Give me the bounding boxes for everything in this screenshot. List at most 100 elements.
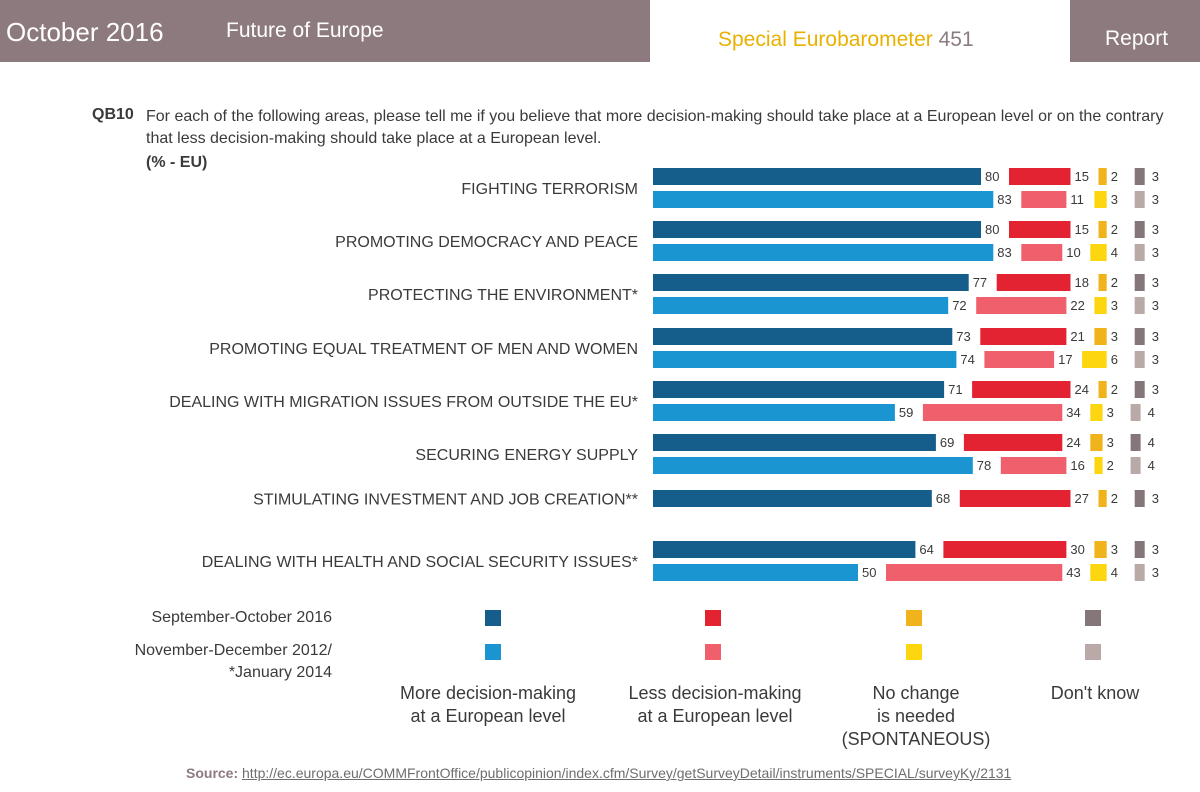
legend-label-nochange: No change is needed (SPONTANEOUS) [826, 682, 1006, 751]
value-label-dontknow-2016-promoting-democracy-and-peace: 3 [1152, 222, 1159, 237]
bar-nochange-2016-promoting-democracy-and-peace [1098, 221, 1107, 238]
bar-dontknow-2016-dealing-with-migration-issues-from-outside-the-eu [1134, 381, 1145, 398]
bar-more-2016-promoting-democracy-and-peace [653, 221, 981, 238]
value-label-dontknow-previous-promoting-equal-treatment-of-men-and-women: 3 [1152, 352, 1159, 367]
legend-swatch-less-2016 [705, 610, 721, 626]
value-label-more-2016-securing-energy-supply: 69 [940, 435, 954, 450]
value-label-more-2016-fighting-terrorism: 80 [985, 169, 999, 184]
value-label-nochange-previous-promoting-equal-treatment-of-men-and-women: 6 [1111, 352, 1118, 367]
legend-period-previous: November-December 2012/ *January 2014 [60, 640, 332, 684]
value-label-more-previous-promoting-democracy-and-peace: 83 [997, 245, 1011, 260]
legend-swatch-more-2016 [485, 610, 501, 626]
value-label-less-2016-promoting-democracy-and-peace: 15 [1075, 222, 1089, 237]
bar-more-2016-dealing-with-migration-issues-from-outside-the-eu [653, 381, 945, 398]
question-code: QB10 [92, 106, 134, 123]
bar-less-previous-promoting-equal-treatment-of-men-and-women [984, 351, 1055, 368]
value-label-dontknow-previous-dealing-with-migration-issues-from-outside-the-eu: 4 [1148, 405, 1155, 420]
legend-label-more: More decision-making at a European level [378, 682, 598, 728]
bar-nochange-2016-securing-energy-supply [1090, 434, 1103, 451]
bar-nochange-2016-dealing-with-health-and-social-security-issues [1094, 541, 1107, 558]
bar-less-2016-promoting-democracy-and-peace [1009, 221, 1071, 238]
bar-nochange-previous-promoting-equal-treatment-of-men-and-women [1082, 351, 1107, 368]
value-label-dontknow-previous-fighting-terrorism: 3 [1152, 192, 1159, 207]
bar-more-previous-dealing-with-migration-issues-from-outside-the-eu [653, 404, 895, 421]
value-label-less-previous-fighting-terrorism: 11 [1070, 192, 1084, 207]
value-label-less-2016-dealing-with-migration-issues-from-outside-the-eu: 24 [1075, 382, 1089, 397]
value-label-less-2016-stimulating-investment-and-job-creation: 27 [1075, 491, 1089, 506]
category-label-dealing-with-health-and-social-security-issues: DEALING WITH HEALTH AND SOCIAL SECURITY … [202, 554, 638, 571]
bar-more-previous-dealing-with-health-and-social-security-issues [653, 564, 858, 581]
bar-nochange-2016-protecting-the-environment [1098, 274, 1107, 291]
report-topic: Future of Europe [226, 19, 384, 42]
bar-nochange-previous-promoting-democracy-and-peace [1090, 244, 1107, 261]
value-label-nochange-previous-dealing-with-health-and-social-security-issues: 4 [1111, 565, 1118, 580]
value-label-dontknow-previous-dealing-with-health-and-social-security-issues: 3 [1152, 565, 1159, 580]
bar-dontknow-previous-promoting-equal-treatment-of-men-and-women [1134, 351, 1145, 368]
value-label-nochange-2016-dealing-with-health-and-social-security-issues: 3 [1111, 542, 1118, 557]
bar-dontknow-2016-promoting-equal-treatment-of-men-and-women [1134, 328, 1145, 345]
bar-less-previous-promoting-democracy-and-peace [1021, 244, 1063, 261]
header-band: October 2016 Future of Europe Special Eu… [0, 0, 1200, 62]
value-label-dontknow-previous-protecting-the-environment: 3 [1152, 298, 1159, 313]
value-label-nochange-previous-protecting-the-environment: 3 [1111, 298, 1118, 313]
bar-more-2016-promoting-equal-treatment-of-men-and-women [653, 328, 953, 345]
bar-less-previous-protecting-the-environment [976, 297, 1067, 314]
value-label-less-previous-securing-energy-supply: 16 [1070, 458, 1084, 473]
value-label-dontknow-2016-promoting-equal-treatment-of-men-and-women: 3 [1152, 329, 1159, 344]
value-label-nochange-previous-promoting-democracy-and-peace: 4 [1111, 245, 1118, 260]
value-label-nochange-2016-fighting-terrorism: 2 [1111, 169, 1118, 184]
header-left-panel [0, 0, 650, 62]
category-label-promoting-democracy-and-peace: PROMOTING DEMOCRACY AND PEACE [335, 234, 638, 251]
bar-nochange-previous-protecting-the-environment [1094, 297, 1107, 314]
legend-swatch-dontknow-2016 [1085, 610, 1101, 626]
value-label-more-previous-protecting-the-environment: 72 [952, 298, 966, 313]
header-middle-panel [650, 0, 1070, 62]
category-label-securing-energy-supply: SECURING ENERGY SUPPLY [415, 447, 638, 464]
bar-nochange-previous-securing-energy-supply [1094, 457, 1103, 474]
category-label-promoting-equal-treatment-of-men-and-women: PROMOTING EQUAL TREATMENT OF MEN AND WOM… [209, 341, 638, 358]
value-label-nochange-previous-fighting-terrorism: 3 [1111, 192, 1118, 207]
value-label-dontknow-2016-stimulating-investment-and-job-creation: 3 [1152, 491, 1159, 506]
source-link[interactable]: http://ec.europa.eu/COMMFrontOffice/publ… [242, 765, 1012, 781]
value-label-dontknow-2016-protecting-the-environment: 3 [1152, 275, 1159, 290]
value-label-less-previous-promoting-equal-treatment-of-men-and-women: 17 [1058, 352, 1072, 367]
bar-nochange-previous-fighting-terrorism [1094, 191, 1107, 208]
legend-swatch-nochange-previous [906, 644, 922, 660]
value-label-less-2016-promoting-equal-treatment-of-men-and-women: 21 [1070, 329, 1084, 344]
bar-chart: FIGHTING TERRORISM 80 15 2 3 83 11 3 3 PROMOTING … [169, 168, 1159, 581]
value-label-more-2016-dealing-with-migration-issues-from-outside-the-eu: 71 [948, 382, 962, 397]
bar-dontknow-2016-securing-energy-supply [1130, 434, 1141, 451]
bar-less-previous-dealing-with-health-and-social-security-issues [886, 564, 1063, 581]
value-label-dontknow-2016-fighting-terrorism: 3 [1152, 169, 1159, 184]
value-label-dontknow-2016-dealing-with-migration-issues-from-outside-the-eu: 3 [1152, 382, 1159, 397]
legend-label-nochange-line3: (SPONTANEOUS) [841, 729, 991, 749]
bar-nochange-2016-stimulating-investment-and-job-creation [1098, 490, 1107, 507]
bar-more-previous-securing-energy-supply [653, 457, 973, 474]
bar-nochange-previous-dealing-with-health-and-social-security-issues [1090, 564, 1107, 581]
legend-label-less-line2: at a European level [637, 706, 793, 726]
legend-swatch-less-previous [705, 644, 721, 660]
category-label-fighting-terrorism: FIGHTING TERRORISM [461, 181, 638, 198]
bar-less-2016-stimulating-investment-and-job-creation [959, 490, 1071, 507]
value-label-dontknow-2016-securing-energy-supply: 4 [1148, 435, 1155, 450]
legend-swatch-nochange-2016 [906, 610, 922, 626]
legend-label-less: Less decision-making at a European level [605, 682, 825, 728]
bar-more-2016-dealing-with-health-and-social-security-issues [653, 541, 916, 558]
value-label-more-2016-stimulating-investment-and-job-creation: 68 [936, 491, 950, 506]
report-label: Report [1105, 27, 1169, 50]
value-label-less-previous-dealing-with-health-and-social-security-issues: 43 [1066, 565, 1080, 580]
bar-less-2016-promoting-equal-treatment-of-men-and-women [980, 328, 1067, 345]
category-label-protecting-the-environment: PROTECTING THE ENVIRONMENT* [368, 287, 638, 304]
report-date: October 2016 [6, 17, 164, 47]
bar-less-2016-securing-energy-supply [963, 434, 1063, 451]
survey-number: 451 [938, 28, 974, 51]
legend-label-nochange-line1: No change [872, 683, 960, 703]
value-label-less-2016-securing-energy-supply: 24 [1066, 435, 1080, 450]
survey-title: Special Eurobarometer 451 [718, 0, 974, 62]
value-label-nochange-previous-dealing-with-migration-issues-from-outside-the-eu: 3 [1107, 405, 1114, 420]
bar-less-2016-dealing-with-migration-issues-from-outside-the-eu [972, 381, 1071, 398]
value-label-less-2016-dealing-with-health-and-social-security-issues: 30 [1070, 542, 1084, 557]
legend-label-dontknow: Don't know [1030, 682, 1160, 705]
bar-dontknow-previous-dealing-with-migration-issues-from-outside-the-eu [1130, 404, 1141, 421]
value-label-more-2016-protecting-the-environment: 77 [973, 275, 987, 290]
